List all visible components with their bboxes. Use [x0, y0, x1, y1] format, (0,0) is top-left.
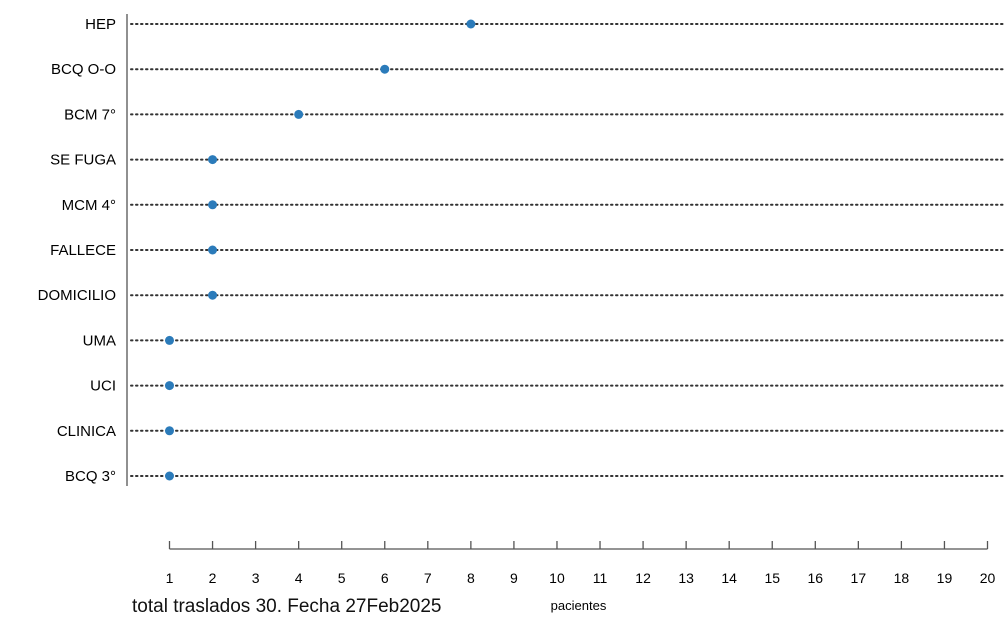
x-tick-label: 15	[764, 570, 780, 586]
data-point	[294, 109, 304, 119]
x-tick-label: 7	[424, 570, 432, 586]
x-tick-label: 11	[593, 570, 608, 586]
data-point	[466, 19, 476, 29]
caption-text: total traslados 30. Fecha 27Feb2025	[132, 596, 442, 617]
category-label: HEP	[85, 16, 116, 33]
x-tick-label: 18	[894, 570, 910, 586]
category-label: BCM 7°	[64, 106, 116, 123]
category-label: CLINICA	[57, 423, 116, 440]
x-tick-label: 6	[381, 570, 389, 586]
x-tick-label: 13	[678, 570, 694, 586]
x-tick-label: 16	[808, 570, 824, 586]
data-point	[208, 245, 218, 255]
x-tick-label: 3	[252, 570, 260, 586]
x-ticks: 1 2 3 4 5 6 7 8 9 10 11 12 13 14 15 16 17 18 19 20	[166, 541, 996, 586]
data-point	[165, 381, 174, 391]
x-tick-label: 19	[937, 570, 953, 586]
category-label: FALLECE	[50, 242, 116, 259]
category-label: BCQ O-O	[51, 61, 116, 78]
x-tick-label: 9	[510, 570, 518, 586]
data-point	[380, 64, 390, 74]
data-point	[165, 335, 174, 345]
category-label: BCQ 3°	[65, 468, 116, 485]
guide-lines	[130, 23, 1007, 477]
category-label: DOMICILIO	[38, 287, 116, 304]
x-tick-label: 17	[851, 570, 867, 586]
category-labels: HEP BCQ O-O BCM 7° SE FUGA MCM 4° FALLECE DOMI…	[38, 16, 116, 485]
category-label: UMA	[83, 332, 116, 349]
category-label: UCI	[90, 378, 116, 395]
x-tick-label: 4	[295, 570, 303, 586]
data-point	[208, 155, 218, 165]
x-tick-label: 8	[467, 570, 475, 586]
x-axis-title: pacientes	[551, 598, 607, 613]
data-points	[165, 19, 476, 481]
x-tick-label: 5	[338, 570, 346, 586]
x-tick-label: 2	[209, 570, 217, 586]
data-point	[165, 426, 174, 436]
x-tick-label: 10	[549, 570, 565, 586]
data-point	[208, 290, 218, 300]
category-label: SE FUGA	[50, 152, 116, 169]
data-point	[208, 200, 218, 210]
x-tick-label: 14	[721, 570, 737, 586]
x-tick-label: 20	[980, 570, 996, 586]
data-point	[165, 471, 174, 481]
x-tick-label: 1	[166, 570, 174, 586]
x-tick-label: 12	[635, 570, 651, 586]
category-label: MCM 4°	[62, 197, 116, 214]
